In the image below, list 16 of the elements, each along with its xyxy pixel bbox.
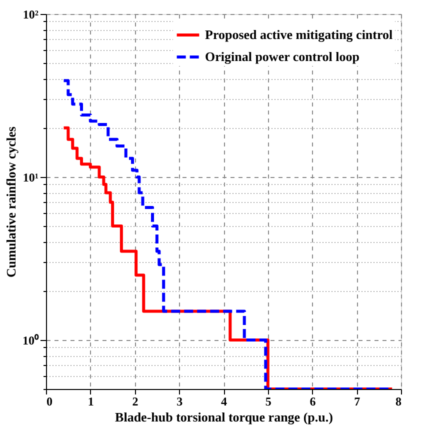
y-tick-label: 10¹ (22, 170, 39, 184)
x-tick-label: 7 (354, 394, 360, 408)
x-tick-label: 4 (221, 394, 227, 408)
x-tick-label: 2 (132, 394, 138, 408)
x-tick-label: 6 (310, 394, 316, 408)
x-axis-title: Blade-hub torsional torque range (p.u.) (115, 410, 333, 424)
y-axis-title: Cumulative rainflow cycles (4, 126, 18, 278)
x-tick-label: 5 (265, 394, 272, 408)
x-tick-label: 1 (88, 394, 94, 408)
x-tick-label: 3 (176, 394, 183, 408)
x-tick-label: 8 (396, 394, 402, 408)
y-tick-label: 10² (22, 8, 39, 22)
legend-label: Proposed active mitigating cintrol (205, 27, 394, 42)
legend-label: Original power control loop (205, 49, 360, 64)
x-tick-label: 0 (46, 394, 52, 408)
y-tick-label: 10⁰ (22, 333, 40, 348)
